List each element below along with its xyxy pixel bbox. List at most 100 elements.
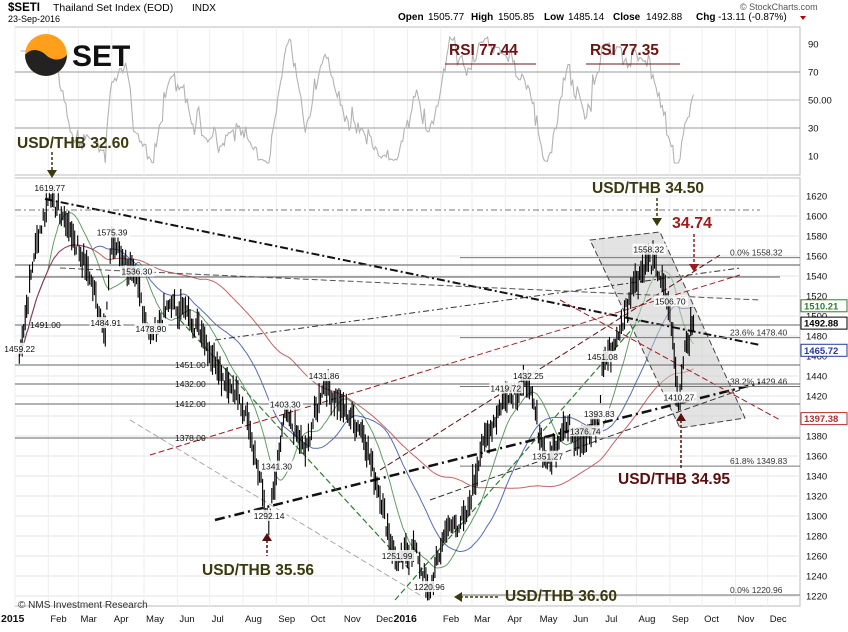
high-label: High — [471, 12, 493, 23]
fib-label: 23.6% 1478.40 — [730, 328, 787, 338]
exchange-label: INDX — [192, 3, 216, 14]
point-label-background — [252, 509, 287, 521]
point-label-text: 1619.77 — [34, 183, 65, 193]
annotation-usdthb-3260: USD/THB 32.60 — [17, 135, 129, 152]
price-badge-text: 1465.72 — [804, 346, 838, 357]
point-label-background — [511, 369, 546, 381]
point-label-background — [95, 226, 130, 238]
price-tick-label: 1600 — [806, 212, 827, 223]
x-tick-label: Aug — [639, 614, 656, 625]
annotation-usdthb-3495: USD/THB 34.95 — [618, 471, 730, 488]
x-tick-label: Nov — [737, 614, 754, 625]
symbol-label: $SETI — [8, 2, 40, 14]
rsi-tick-label: 50.00 — [808, 96, 832, 107]
rsi-layer — [20, 35, 695, 164]
x-tick-label: Nov — [344, 614, 361, 625]
point-label-background — [33, 182, 68, 194]
point-label-text: 1459.22 — [4, 344, 35, 354]
set-logo-wave-icon — [25, 49, 67, 76]
point-label-background — [260, 460, 295, 472]
x-tick-label: Apr — [114, 614, 129, 625]
label-layer: 0.0% 1558.32 23.6% 1478.40 38.2% 1429.46 61… — [3, 182, 848, 595]
x-tick-label: Sep — [672, 614, 689, 625]
point-label-background — [268, 398, 303, 410]
point-label-background — [632, 243, 667, 255]
x-tick-label: Oct — [311, 614, 326, 625]
trend-line — [394, 319, 641, 601]
point-label: 1432.25 — [511, 369, 546, 381]
x-axis: 2015 Feb Mar Apr May Jun Jul Aug Sep Oct Nov Dec 201… — [1, 613, 787, 625]
point-label-text: 1292.14 — [254, 511, 285, 521]
price-badge-text: 1510.21 — [804, 301, 839, 312]
x-tick-label: 2015 — [1, 613, 25, 625]
x-tick-label: 2016 — [394, 613, 418, 625]
trend-line — [129, 419, 421, 596]
price-tick-label: 1460 — [806, 352, 827, 363]
price-badge-box — [800, 299, 848, 313]
price-tick-label: 1540 — [806, 272, 827, 283]
price-tick-label: 1340 — [806, 472, 827, 483]
x-tick-label: Jun — [573, 614, 588, 625]
point-label-text: 1451.08 — [587, 352, 618, 362]
x-tick-label: May — [146, 614, 164, 625]
rsi-tick-label: 10 — [808, 152, 819, 163]
point-label-text: 1575.39 — [97, 228, 128, 238]
arrow-head-usdthb-3450-icon — [652, 218, 662, 226]
price-badge-text: 1397.38 — [804, 414, 838, 425]
point-label: 1431.86 — [307, 370, 342, 382]
point-label: 1484.91 — [89, 317, 124, 329]
point-label: 1558.32 — [632, 243, 667, 255]
rsi-grid: 90 70 50.00 30 10 — [14, 27, 832, 175]
level-label: 1378.00 — [175, 433, 206, 443]
overlay-layer — [15, 198, 800, 601]
point-label-text: 1376.74 — [570, 426, 601, 436]
fib-label: 0.0% 1220.96 — [730, 585, 783, 595]
arrow-head-usdthb-3556-icon — [262, 533, 272, 541]
price-tick-label: 1260 — [806, 552, 827, 563]
down-arrow-icon — [800, 16, 806, 20]
rsi-label-2: RSI 77.35 — [590, 42, 659, 59]
point-label-text: 1432.25 — [513, 371, 544, 381]
price-badge: 1397.38 — [800, 412, 848, 426]
annotation-usdthb-3450: USD/THB 34.50 — [592, 180, 704, 197]
level-label: 1412.00 — [175, 399, 206, 409]
point-label: 1376.74 — [568, 425, 603, 437]
copyright-label: © StockCharts.com — [740, 2, 818, 12]
point-label: 1341.30 — [260, 460, 295, 472]
point-label-text: 1410.27 — [663, 393, 694, 403]
point-label-text: 1220.96 — [414, 582, 445, 592]
price-tick-label: 1300 — [806, 512, 827, 523]
trend-line — [44, 198, 761, 346]
close-value: 1492.88 — [646, 12, 683, 23]
price-tick-label: 1620 — [806, 192, 827, 203]
rsi-tick-label: 30 — [808, 124, 819, 135]
set-logo-text: SET — [72, 40, 130, 73]
date-label: 23-Sep-2016 — [8, 14, 60, 24]
rsi-line — [20, 35, 695, 164]
level-label: 1432.00 — [175, 379, 206, 389]
point-label: 1459.22 — [3, 342, 38, 354]
fib-label: 0.0% 1558.32 — [730, 248, 783, 258]
x-tick-label: Mar — [474, 614, 490, 625]
point-label-text: 1341.30 — [261, 462, 292, 472]
point-label-background — [489, 382, 524, 394]
arrow-head-3474-icon — [689, 264, 699, 272]
point-label-text: 1478.90 — [135, 324, 166, 334]
point-label: 1410.27 — [662, 391, 697, 403]
price-tick-label: 1360 — [806, 452, 827, 463]
low-value: 1485.14 — [568, 12, 605, 23]
price-tick-label: 1420 — [806, 392, 827, 403]
open-value: 1505.77 — [428, 12, 465, 23]
point-label: 1351.27 — [531, 450, 566, 462]
moving-average-line — [18, 244, 694, 553]
x-tick-label: Mar — [80, 614, 96, 625]
credit-label: © NMS Investment Research — [18, 600, 148, 611]
point-label-text: 1506.70 — [655, 296, 686, 306]
point-label-text: 1431.86 — [309, 371, 340, 381]
price-tick-label: 1320 — [806, 492, 827, 503]
point-label-text: 1251.99 — [382, 551, 413, 561]
rsi-tick-label: 70 — [808, 68, 819, 79]
arrow-head-usdthb-3495-icon — [676, 413, 686, 421]
